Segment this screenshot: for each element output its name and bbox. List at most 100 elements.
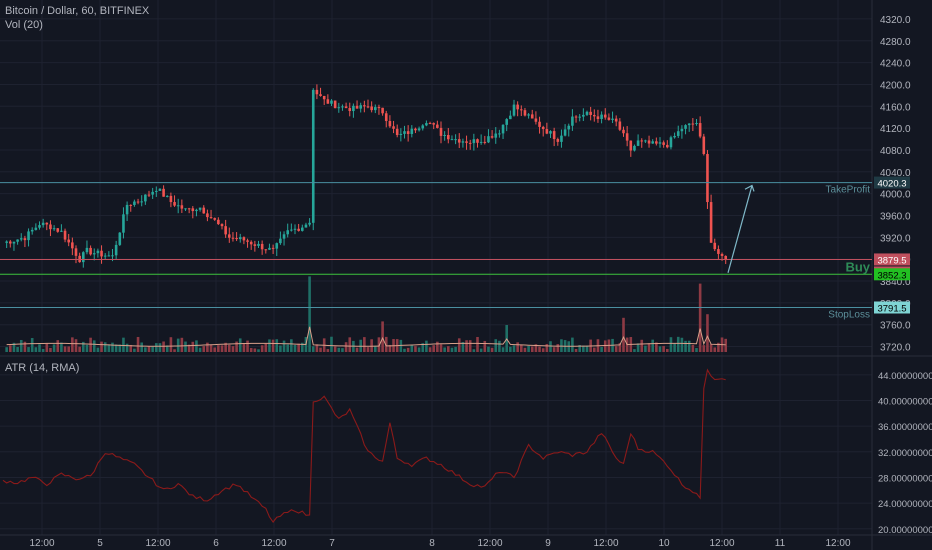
volume-bar	[388, 344, 392, 352]
candle-body	[180, 205, 184, 209]
candle-body	[439, 127, 443, 136]
candle-body	[304, 224, 308, 228]
candle-body	[111, 255, 114, 257]
candle-body	[622, 129, 625, 134]
candle-body	[352, 105, 355, 112]
volume-bar	[658, 346, 662, 352]
volume-bar	[187, 344, 191, 352]
candle-body	[585, 111, 589, 115]
candle-body	[593, 114, 596, 117]
candle-body	[89, 247, 92, 255]
volume-bar	[417, 347, 421, 352]
volume-bar	[476, 336, 479, 352]
candle-body	[271, 247, 275, 249]
volume-bar	[709, 344, 713, 352]
candle-body	[114, 244, 118, 256]
volume-bar	[257, 349, 260, 352]
volume-bar	[337, 347, 341, 352]
buy-price-badge	[874, 268, 910, 281]
time-tick-label: 12:00	[825, 538, 850, 549]
volume-bar	[713, 347, 717, 352]
candle-body	[242, 237, 246, 241]
projection-arrow-head	[744, 184, 755, 192]
volume-bar	[538, 346, 541, 352]
candle-body	[625, 133, 629, 141]
candle-body	[571, 116, 574, 126]
volume-bar	[600, 346, 603, 352]
volume-bar	[494, 339, 498, 352]
candle-body	[165, 195, 169, 197]
candle-body	[578, 116, 581, 118]
volume-bar	[447, 346, 450, 352]
candle-body	[191, 208, 195, 212]
volume-bar	[92, 340, 96, 352]
volume-bar	[217, 345, 220, 352]
candle-body	[603, 114, 607, 118]
price-tick-label: 4120.0	[880, 124, 911, 135]
candle-body	[567, 125, 571, 130]
volume-bar	[443, 347, 446, 352]
volume-bar	[414, 346, 417, 352]
volume-bar	[633, 349, 636, 352]
volume-bar	[341, 348, 344, 352]
volume-bar	[78, 346, 81, 352]
candle-body	[673, 135, 676, 138]
volume-bar	[717, 342, 720, 352]
candle-body	[443, 134, 446, 136]
candle-body	[428, 123, 432, 125]
volume-bar	[253, 348, 257, 352]
candle-body	[614, 118, 618, 122]
candle-body	[490, 136, 494, 138]
candle-body	[713, 242, 717, 250]
volume-bar	[176, 338, 180, 352]
candle-body	[410, 128, 414, 134]
candle-body	[56, 228, 60, 232]
candle-body	[417, 128, 421, 131]
volume-bar	[82, 341, 85, 352]
volume-bar	[593, 347, 596, 352]
volume-bar	[432, 345, 435, 352]
volume-bar	[578, 345, 581, 352]
volume-bar	[279, 345, 282, 352]
volume-bar	[151, 346, 154, 352]
atr-tick-label: 44.00000000	[878, 371, 932, 382]
volume-bar	[530, 346, 534, 352]
candle-body	[717, 249, 720, 254]
candle-body	[293, 228, 297, 230]
projection-arrow-line	[727, 185, 753, 273]
candle-body	[45, 222, 49, 225]
volume-bar	[644, 345, 647, 352]
candle-body	[187, 208, 191, 210]
price-tick-label: 4160.0	[880, 102, 911, 113]
volume-bar	[290, 339, 293, 352]
candle-body	[144, 194, 147, 202]
volume-bar	[421, 343, 425, 352]
candle-body	[23, 238, 27, 241]
candle-body	[92, 253, 96, 255]
volume-bar	[238, 338, 242, 352]
take-profit-price-badge-text: 4020.3	[877, 179, 906, 190]
volume-bar	[133, 348, 136, 352]
candle-body	[100, 250, 103, 257]
candle-body	[297, 228, 300, 231]
volume-bar	[100, 341, 103, 352]
volume-bar	[96, 347, 100, 352]
candle-body	[27, 231, 30, 241]
candle-body	[545, 129, 549, 134]
price-tick-label: 3840.0	[880, 277, 911, 288]
candle-body	[286, 230, 289, 235]
volume-bar	[673, 343, 676, 352]
volume-bar	[224, 342, 227, 352]
candle-body	[505, 119, 508, 125]
candle-body	[279, 238, 282, 244]
time-tick-label: 12:00	[145, 538, 170, 549]
candle-body	[38, 225, 41, 228]
candle-body	[465, 141, 468, 143]
volume-bar	[184, 341, 187, 352]
candle-body	[644, 140, 647, 142]
atr-tick-label: 24.00000000	[878, 499, 932, 510]
candle-body	[231, 237, 235, 239]
volume-bar	[140, 342, 143, 352]
volume-bar	[158, 343, 162, 352]
